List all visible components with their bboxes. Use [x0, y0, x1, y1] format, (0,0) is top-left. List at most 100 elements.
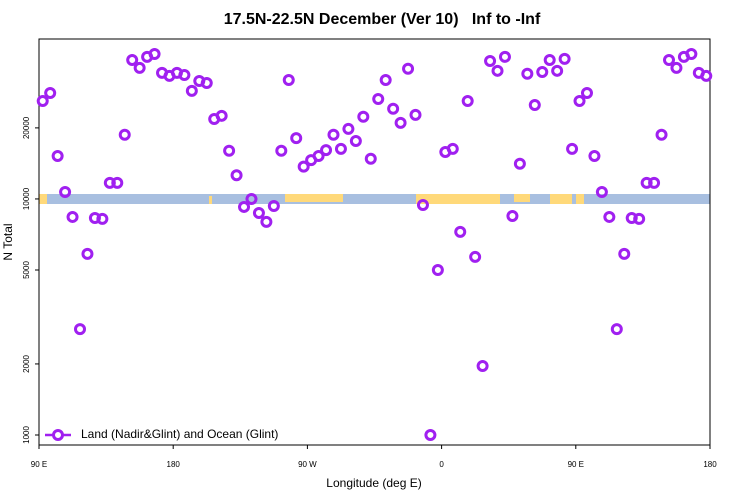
point: [655, 128, 668, 141]
point: [320, 144, 333, 157]
point: [372, 93, 385, 106]
point: [446, 142, 459, 155]
point: [513, 157, 526, 170]
point: [200, 76, 213, 89]
land-band: [416, 194, 500, 204]
point: [36, 94, 49, 107]
point: [551, 64, 564, 77]
y-tick-label: 5000: [22, 261, 31, 279]
point: [595, 186, 608, 199]
chart-title: 17.5N-22.5N December (Ver 10) Inf to -In…: [224, 11, 541, 28]
point: [469, 250, 482, 263]
point: [59, 186, 72, 199]
point: [133, 61, 146, 74]
point: [103, 176, 116, 189]
point: [700, 69, 713, 82]
point: [431, 264, 444, 277]
point: [267, 199, 280, 212]
point: [96, 212, 109, 225]
x-tick-label: 0: [439, 460, 444, 469]
point: [424, 428, 437, 441]
ocean-band: [39, 194, 710, 204]
y-tick-label: 2000: [22, 354, 31, 372]
point: [81, 247, 94, 260]
legend-label: Land (Nadir&Glint) and Ocean (Glint): [81, 427, 278, 441]
x-tick-label: 90 E: [568, 460, 584, 469]
point: [51, 150, 64, 163]
point: [498, 50, 511, 63]
point: [357, 110, 370, 123]
point: [126, 53, 139, 66]
point: [566, 142, 579, 155]
point: [238, 200, 251, 213]
point: [327, 128, 340, 141]
point: [484, 55, 497, 68]
point: [74, 323, 87, 336]
point: [506, 209, 519, 222]
point: [521, 67, 534, 80]
x-tick-label: 90 W: [298, 460, 317, 469]
point: [118, 128, 131, 141]
y-tick-label: 1000: [22, 426, 31, 444]
point: [685, 48, 698, 61]
y-tick-label: 10000: [22, 187, 31, 210]
point: [245, 192, 258, 205]
point: [260, 215, 273, 228]
surface-band: [39, 194, 710, 204]
point: [185, 84, 198, 97]
x-tick-label: 180: [703, 460, 717, 469]
point: [215, 109, 228, 122]
x-tick-label: 180: [167, 460, 181, 469]
point: [402, 62, 415, 75]
point: [282, 74, 295, 87]
point: [275, 144, 288, 157]
y-axis-label: N Total: [1, 223, 15, 260]
point: [610, 323, 623, 336]
point: [640, 176, 653, 189]
point: [178, 69, 191, 82]
point: [111, 176, 124, 189]
point: [543, 53, 556, 66]
point: [558, 52, 571, 65]
land-band: [209, 196, 212, 204]
point: [349, 134, 362, 147]
point: [252, 206, 265, 219]
x-tick-label: 90 E: [31, 460, 47, 469]
point: [588, 150, 601, 163]
point: [461, 94, 474, 107]
y-tick-label: 20000: [22, 116, 31, 139]
point: [409, 108, 422, 121]
point: [536, 65, 549, 78]
point: [416, 198, 429, 211]
land-band: [514, 194, 530, 202]
plot-frame: [38, 38, 711, 446]
point: [454, 225, 467, 238]
land-band: [550, 194, 572, 204]
point: [223, 144, 236, 157]
point: [476, 360, 489, 373]
point: [528, 99, 541, 112]
point: [670, 61, 683, 74]
land-band: [576, 194, 584, 204]
point: [342, 122, 355, 135]
point: [580, 87, 593, 100]
point: [230, 169, 243, 182]
point: [364, 152, 377, 165]
point: [290, 132, 303, 145]
land-band: [39, 194, 47, 204]
land-band: [285, 194, 343, 202]
x-axis-label: Longitude (deg E): [326, 476, 421, 490]
point: [44, 87, 57, 100]
point: [297, 160, 310, 173]
point: [573, 94, 586, 107]
legend-marker: [52, 429, 64, 441]
point: [394, 116, 407, 129]
point: [66, 210, 79, 223]
point: [633, 212, 646, 225]
point: [618, 247, 631, 260]
point: [312, 150, 325, 163]
point: [662, 53, 675, 66]
point: [648, 176, 661, 189]
point: [603, 210, 616, 223]
